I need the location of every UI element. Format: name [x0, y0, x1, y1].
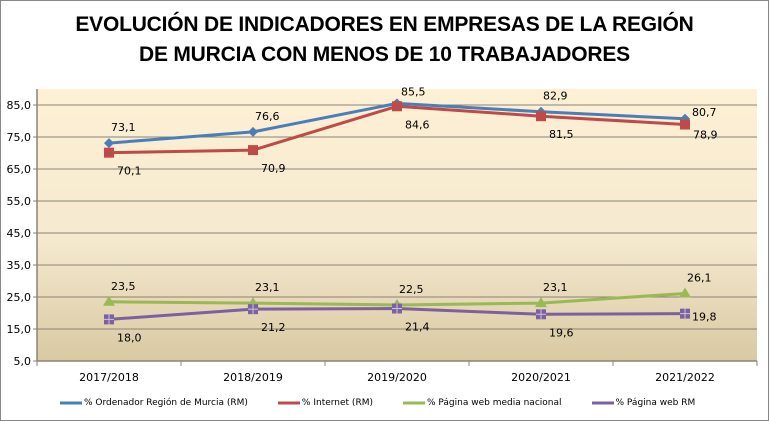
square-cross-marker: [680, 308, 690, 319]
triangle-marker: [103, 295, 115, 306]
data-label: 84,6: [405, 118, 430, 131]
x-tick-label: 2020/2021: [511, 371, 571, 384]
legend-item: % Página web RM: [591, 398, 696, 408]
square-marker: [680, 119, 690, 130]
data-label: 22,5: [399, 283, 424, 296]
data-label: 23,5: [111, 280, 136, 293]
chart-title-line-1: EVOLUCIÓN DE INDICADORES EN EMPRESAS DE …: [75, 13, 694, 36]
series-group: [103, 98, 691, 325]
legend-item: % Ordenador Región de Murcia (RM): [60, 398, 248, 408]
square-marker: [104, 147, 114, 158]
legend-item: % Página web media nacional: [402, 398, 562, 408]
diamond-marker: [104, 138, 114, 149]
triangle-marker: [679, 287, 691, 298]
y-tick-label: 65,0: [7, 163, 32, 176]
legend-swatch: [591, 401, 614, 405]
gridlines: [37, 104, 757, 330]
data-label: 21,4: [405, 321, 430, 334]
square-cross-marker: [536, 309, 546, 320]
data-label: 70,9: [261, 162, 286, 175]
data-label: 73,1: [111, 121, 136, 134]
data-label: 19,8: [692, 311, 717, 324]
legend-label: % Ordenador Región de Murcia (RM): [84, 398, 248, 408]
x-tick-label: 2018/2019: [223, 371, 283, 384]
series-1: [104, 101, 690, 158]
legend: % Ordenador Región de Murcia (RM) % Inter…: [60, 398, 725, 408]
data-label: 19,6: [549, 326, 574, 339]
legend-swatch: [60, 401, 82, 405]
y-axis-ticks: 5,0 15,0 25,0 35,0 45,0 55,0 65,0 75,0 85,0: [7, 99, 37, 368]
data-label: 21,2: [261, 321, 286, 334]
axes: [36, 89, 757, 362]
data-label: 70,1: [117, 165, 142, 178]
y-tick-label: 35,0: [7, 259, 32, 272]
legend-swatch: [402, 401, 425, 405]
x-tick-label: 2017/2018: [79, 371, 139, 384]
triangle-marker: [535, 297, 547, 308]
square-marker: [536, 111, 546, 122]
y-tick-label: 15,0: [7, 323, 32, 336]
legend-label: % Página web media nacional: [426, 398, 562, 408]
data-label: 85,5: [401, 85, 426, 98]
data-label: 18,0: [117, 331, 142, 344]
legend-swatch: [277, 401, 300, 405]
data-label: 26,1: [687, 271, 712, 284]
x-tick-label: 2019/2020: [367, 371, 427, 384]
series-3: [104, 303, 690, 325]
legend-item: % Internet (RM): [277, 398, 373, 408]
legend-label: % Página web RM: [615, 398, 696, 408]
square-cross-marker: [104, 314, 114, 325]
data-label: 23,1: [255, 281, 280, 294]
square-marker: [248, 145, 258, 156]
data-label: 81,5: [549, 128, 574, 141]
x-axis-ticks: 2017/2018 2018/2019 2019/2020 2020/2021 2021…: [36, 361, 758, 384]
data-label: 78,9: [693, 129, 718, 142]
y-tick-label: 45,0: [7, 227, 32, 240]
chart-title-line-2: DE MURCIA CON MENOS DE 10 TRABAJADORES: [138, 43, 630, 66]
data-label: 23,1: [543, 281, 568, 294]
y-tick-label: 5,0: [14, 355, 32, 368]
y-tick-label: 25,0: [7, 291, 32, 304]
data-labels: 73,1 76,6 85,5 82,9 80,7 70,1 70,9 84,6 81,5 78,9…: [111, 85, 718, 344]
x-tick-label: 2021/2022: [655, 371, 715, 384]
y-tick-label: 85,0: [7, 99, 32, 112]
square-cross-marker: [248, 304, 258, 315]
data-label: 76,6: [255, 110, 280, 123]
data-label: 80,7: [692, 106, 717, 119]
y-tick-label: 75,0: [7, 131, 32, 144]
plot-area: [37, 89, 757, 361]
square-marker: [392, 101, 402, 112]
y-tick-label: 55,0: [7, 195, 32, 208]
data-label: 82,9: [543, 90, 568, 103]
square-cross-marker: [392, 303, 402, 314]
diamond-marker: [248, 126, 258, 137]
legend-label: % Internet (RM): [301, 398, 373, 408]
